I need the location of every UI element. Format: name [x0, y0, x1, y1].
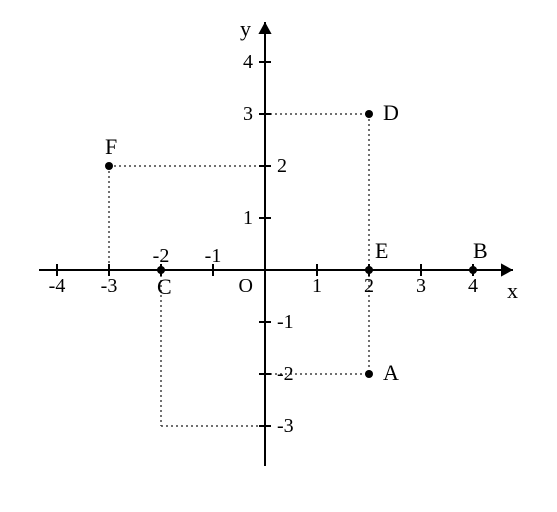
point-label-f: F [105, 134, 117, 159]
point-label-b: B [473, 238, 488, 263]
x-tick-label: 4 [468, 275, 478, 297]
y-tick-label: 4 [243, 51, 253, 73]
x-tick-label: -4 [49, 275, 66, 297]
y-tick-label: -1 [277, 311, 294, 333]
x-tick-label: -3 [101, 275, 118, 297]
point-label-c: C [157, 274, 172, 299]
point-b [469, 266, 477, 274]
x-tick-label: 2 [364, 275, 374, 297]
x-tick-label: 1 [312, 275, 322, 297]
y-tick-label: -3 [277, 415, 294, 437]
x-tick-label: 3 [416, 275, 426, 297]
y-tick-label: 2 [277, 155, 287, 177]
origin-label: O [239, 275, 253, 297]
x-axis-arrow [501, 263, 513, 276]
x-tick-label: -2 [153, 245, 170, 267]
y-axis-arrow [258, 22, 271, 34]
point-d [365, 110, 373, 118]
point-f [105, 162, 113, 170]
point-e [365, 266, 373, 274]
point-label-d: D [383, 100, 399, 125]
y-tick-label: 3 [243, 103, 253, 125]
y-axis-label: y [240, 16, 251, 41]
point-label-e: E [375, 238, 388, 263]
point-c [157, 266, 165, 274]
y-tick-label: -2 [277, 363, 294, 385]
y-tick-label: 1 [243, 207, 253, 229]
x-axis-label: x [507, 278, 518, 303]
point-label-a: A [383, 360, 399, 385]
x-tick-label: -1 [205, 245, 222, 267]
coordinate-plane: -4 -3 -2 -1 1 2 3 4 4 3 2 1 -1 -2 -3 Ox y A B C D E F [0, 0, 557, 512]
point-a [365, 370, 373, 378]
